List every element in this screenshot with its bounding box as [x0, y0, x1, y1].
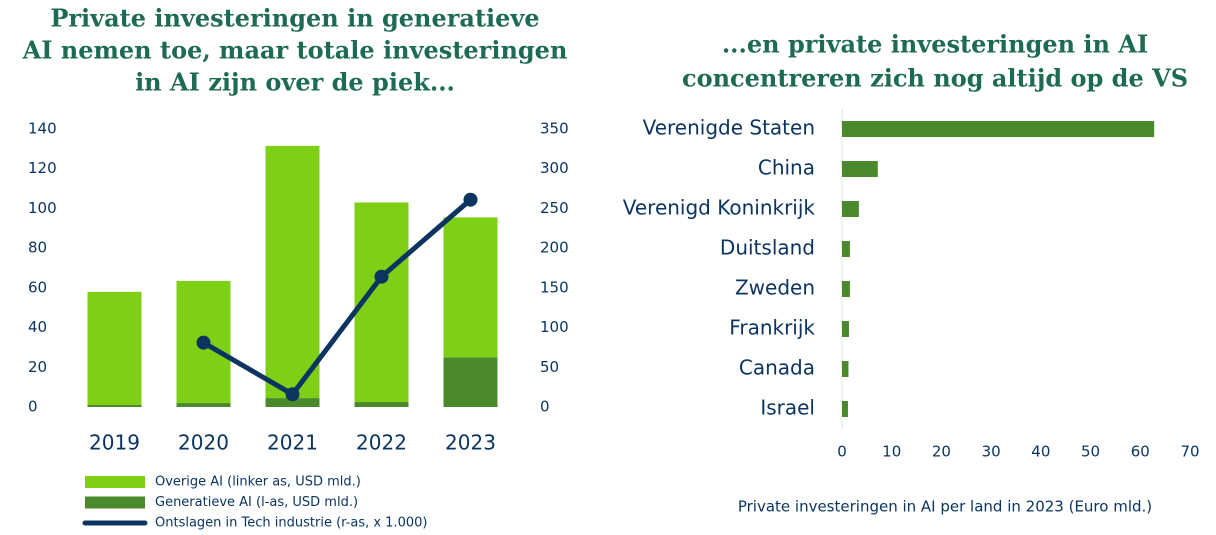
- y2-tick-label: 50: [540, 358, 559, 376]
- x-tick-label: 30: [982, 443, 1001, 461]
- point: [196, 335, 211, 350]
- y2-tick-label: 350: [540, 120, 569, 138]
- legend-label: Generatieve AI (l-as, USD mld.): [155, 495, 358, 510]
- bar: [354, 402, 409, 407]
- x-tick-label: 2020: [178, 431, 229, 455]
- bar: [842, 361, 849, 377]
- legend-label: Overige AI (linker as, USD mld.): [155, 475, 361, 490]
- x-axis-label: Private investeringen in AI per land in …: [738, 498, 1152, 516]
- x-tick-label: 2019: [89, 431, 140, 455]
- y-tick-label: 60: [28, 278, 47, 296]
- y-tick-label: Israel: [760, 396, 815, 420]
- y-tick-label: Duitsland: [720, 236, 815, 260]
- line: [202, 197, 473, 397]
- bar: [842, 281, 850, 297]
- bar: [842, 321, 849, 337]
- x-tick-label: 0: [837, 443, 847, 461]
- bar: [87, 291, 142, 406]
- legend-swatch: [85, 496, 145, 509]
- y-tick-label: 0: [28, 398, 38, 416]
- y-tick-label: 20: [28, 358, 47, 376]
- x-tick-label: 60: [1131, 443, 1150, 461]
- y2-tick-label: 300: [540, 159, 569, 177]
- y-tick-label: Verenigde Staten: [643, 116, 815, 140]
- y2-tick-label: 250: [540, 199, 569, 217]
- y-tick-label: 120: [28, 159, 57, 177]
- chart-title: AI nemen toe, maar totale investeringen: [22, 36, 568, 65]
- point: [374, 269, 389, 284]
- y-tick-label: China: [758, 156, 815, 180]
- y2-tick-label: 0: [540, 398, 550, 416]
- y-tick-label: 80: [28, 239, 47, 257]
- x-tick-label: 2023: [445, 431, 496, 455]
- y-tick-label: 140: [28, 120, 57, 138]
- point: [285, 387, 300, 402]
- x-tick-label: 50: [1081, 443, 1100, 461]
- x-tick-label: 40: [1031, 443, 1050, 461]
- y2-tick-label: 100: [540, 318, 569, 336]
- chart-title: in AI zijn over de piek...: [135, 68, 455, 97]
- bar: [265, 398, 320, 407]
- bar: [842, 161, 878, 177]
- bar: [842, 121, 1155, 137]
- y-tick-label: 40: [28, 318, 47, 336]
- bar: [842, 201, 859, 217]
- y-tick-label: Frankrijk: [729, 316, 815, 340]
- x-tick-label: 2022: [356, 431, 407, 455]
- bar: [265, 145, 320, 399]
- x-tick-label: 10: [882, 443, 901, 461]
- y-tick-label: Verenigd Koninkrijk: [623, 196, 816, 220]
- bar: [176, 403, 231, 407]
- x-tick-label: 70: [1180, 443, 1199, 461]
- bar: [842, 241, 850, 257]
- y-tick-label: Zweden: [735, 276, 815, 300]
- y-tick-label: Canada: [739, 356, 815, 380]
- x-tick-label: 20: [932, 443, 951, 461]
- bar: [842, 401, 848, 417]
- y2-tick-label: 200: [540, 239, 569, 257]
- bar: [87, 405, 142, 407]
- bar: [443, 217, 498, 358]
- chart-title: ...en private investeringen in AI: [722, 30, 1148, 59]
- x-tick-label: 2021: [267, 431, 318, 455]
- point: [463, 192, 478, 207]
- legend-label: Ontslagen in Tech industrie (r-as, x 1.0…: [155, 516, 427, 531]
- legend-swatch: [85, 476, 145, 488]
- chart-title: Private investeringen in generatieve: [50, 4, 539, 33]
- y-tick-label: 100: [28, 199, 57, 217]
- bar: [443, 357, 498, 407]
- y2-tick-label: 150: [540, 278, 569, 296]
- chart-title: concentreren zich nog altijd op de VS: [682, 64, 1188, 93]
